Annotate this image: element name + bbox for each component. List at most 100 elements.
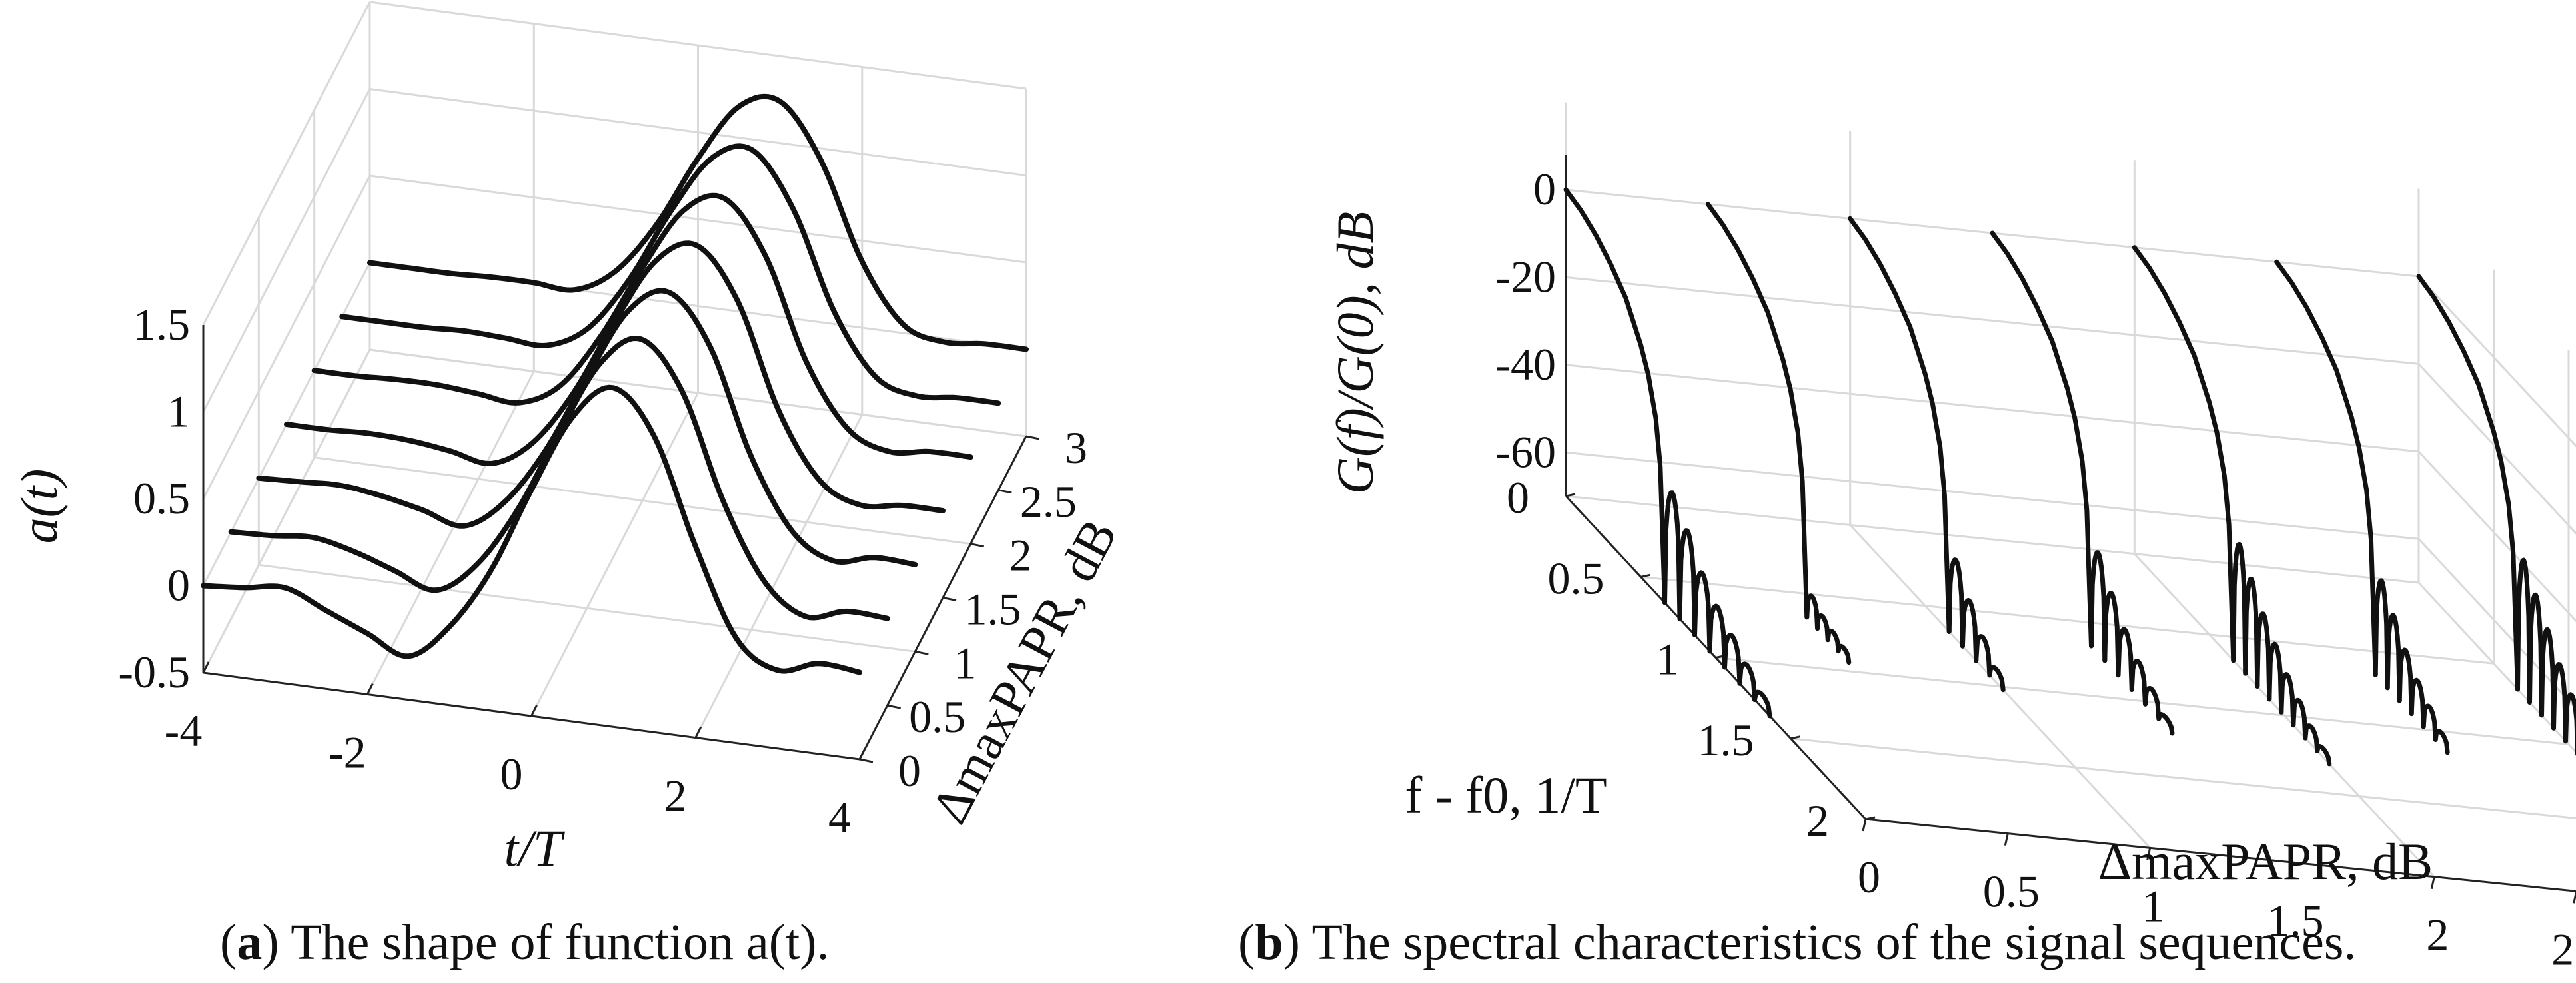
panel-a-z-tick-label: 0.5	[909, 691, 966, 742]
panel-b-x-tick-label: 0.5	[1548, 553, 1605, 603]
panel-b-sidelobe	[1987, 665, 2006, 693]
panel-b-gridline	[1565, 451, 2419, 540]
panel-b-sidelobe	[2315, 743, 2332, 767]
panel-b-main-lobe	[1563, 187, 1667, 605]
panel-a-grid	[202, 1, 1027, 761]
panel-b-sidelobe	[1707, 603, 1727, 670]
panel-b-z-tickmark	[2004, 833, 2009, 846]
panel-a-gridline	[202, 88, 371, 413]
panel-b-grid	[1565, 102, 2576, 892]
caption-a: (a) The shape of function a(t).	[220, 914, 830, 970]
panel-b-gridline	[1790, 737, 2576, 819]
panel-b-y-tick-label: -20	[1495, 251, 1556, 302]
panel-b-main-lobe	[1990, 230, 2094, 649]
panel-b-sidelobe	[2291, 697, 2308, 741]
panel-a-z-tickmark	[915, 650, 929, 655]
panel-b-sidelobe	[1752, 689, 1772, 719]
panel-b-gridline	[1565, 364, 2419, 453]
panel-b-sidelobe	[2116, 627, 2134, 692]
panel-b-sidelobe	[2527, 592, 2544, 718]
panel-b-x-tick-label: 1	[1656, 634, 1679, 685]
panel-a-x-tickmark	[858, 748, 866, 760]
panel-b-x-tickmark	[1865, 816, 1876, 820]
panel-b-x-tick-label: 1.5	[1698, 715, 1754, 765]
panel-b-sidelobe	[2397, 647, 2414, 717]
panel-a-series-line	[339, 143, 1001, 406]
panel-b-gridline	[2417, 363, 2576, 535]
panel-a-y-tick-label: 1	[167, 386, 190, 437]
panel-b-sidelobe	[1722, 633, 1742, 686]
panel-b-series	[1563, 187, 2576, 767]
panel-b-sidelobe	[2102, 591, 2121, 678]
panel-b-sidelobe	[1815, 613, 1830, 643]
panel-a-z-tickmark	[970, 543, 984, 548]
panel-b-sidelobe	[2539, 627, 2556, 731]
panel-b-main-lobe	[1848, 216, 1952, 634]
panel-a-gridline	[366, 370, 535, 695]
panel-a-x-tick-label: -4	[165, 705, 203, 756]
caption-b-label: b	[1255, 914, 1283, 970]
panel-b-gridline	[2417, 450, 2576, 623]
panel-a-series-line	[311, 192, 973, 460]
panel-b-sidelobe	[2515, 557, 2532, 705]
panel-b-sidelobe	[1804, 593, 1820, 631]
panel-b-gridline	[1565, 495, 2419, 584]
panel-a-x-tick-label: 2	[664, 771, 687, 821]
panel-a-gridline	[369, 88, 1027, 176]
panel-b-sidelobe	[2129, 659, 2148, 707]
panel-b-sidelobe	[2409, 677, 2426, 729]
panel-a-series	[201, 93, 1029, 675]
panel-a-x-tickmark	[202, 661, 210, 673]
panel-b-gridline	[1640, 575, 2494, 665]
panel-b-gridline	[1849, 524, 2151, 849]
panel-a-z-tick-label: 2.5	[1020, 476, 1077, 527]
panel-b-sidelobe	[2421, 703, 2438, 742]
panel-a-gridline	[369, 174, 1027, 264]
panel-b-sidelobe	[2089, 550, 2108, 663]
panel-b-x-tick-label: 0	[1507, 472, 1529, 523]
panel-a-series-line	[228, 336, 890, 621]
panel-a-z-tickmark	[887, 704, 901, 709]
panel-b-sidelobe	[1974, 634, 1992, 678]
caption-b-text: ) The spectral characteristics of the si…	[1283, 914, 2357, 970]
panel-a-y-tick-label: 0	[167, 560, 190, 611]
panel-a-gridline	[314, 456, 971, 545]
panel-b-sidelobe	[2156, 712, 2175, 736]
panel-a-series-line	[256, 288, 918, 567]
panel-b-zlabel: ΔmaxPAPR, dB	[2098, 832, 2433, 890]
panel-b-z-tickmark	[2430, 876, 2435, 890]
panel-a-x-tick-label: 0	[500, 749, 523, 799]
panel-a-axes: -4 -2 0 2 4-0.500.511.500.511.522.53t/Ta(t)Δ…	[10, 299, 1128, 877]
caption-b: (b) The spectral characteristics of the …	[1238, 914, 2356, 970]
panel-a-series-line	[201, 384, 862, 675]
panel-b-z-tickmark	[2288, 862, 2293, 875]
panel-a-y-tick-label: 0.5	[133, 473, 190, 523]
panel-a-x-tickmark	[530, 705, 538, 717]
caption-a-label: a	[237, 914, 262, 970]
panel-b-sidelobe	[2551, 662, 2568, 744]
panel-b-y-tick-label: -60	[1495, 426, 1556, 477]
panel-b-main-lobe	[2416, 274, 2520, 692]
panel-a-gridline	[530, 392, 699, 717]
panel-b-z-tick-label: 0.5	[1983, 866, 2040, 917]
panel-b-xlabel: f - f0, 1/T	[1405, 766, 1607, 824]
panel-a-x-tick-label: -2	[328, 727, 366, 778]
panel-a-x-tickmark	[366, 683, 374, 695]
panel-b-z-tick-label: 2	[2426, 910, 2449, 960]
panel-b-sidelobe	[2255, 611, 2272, 702]
panel-a-xlabel: t/T	[504, 819, 565, 877]
panel-b-ylabel: G(f)/G(0), dB	[1326, 212, 1384, 495]
panel-b-sidelobe	[2303, 723, 2320, 753]
panel-b-z-tick-label: 1.5	[2267, 895, 2324, 946]
panel-a-z-tickmark	[942, 597, 957, 601]
panel-a-z-tickmark	[998, 489, 1012, 494]
panel-b-y-tick-label: 0	[1533, 164, 1556, 214]
panel-b-sidelobe	[2373, 578, 2390, 691]
panel-b-sidelobe	[1692, 570, 1712, 654]
captions: (a) The shape of function a(t). (b) The …	[220, 914, 2356, 970]
panel-b-sidelobe	[1960, 597, 1979, 663]
panel-a-gridline	[694, 414, 864, 739]
panel-b-x-tickmark	[1790, 735, 1800, 740]
